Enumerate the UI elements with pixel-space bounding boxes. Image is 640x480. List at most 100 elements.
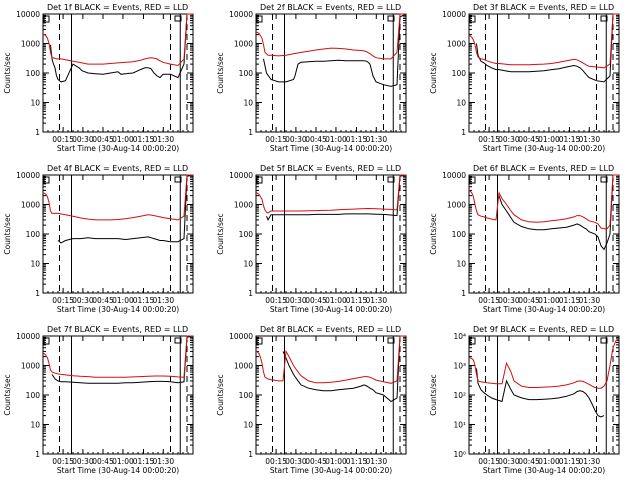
x-axis-label: Start Time (30-Aug-14 00:00:20)	[483, 466, 605, 475]
y-tick-label: 10	[243, 421, 253, 430]
y-tick-label: 1	[35, 450, 40, 459]
y-tick-label: 100	[239, 69, 254, 78]
x-tick-label: 01:30	[152, 135, 174, 144]
x-tick-label: 00:15	[52, 296, 74, 305]
x-tick-label: 00:15	[478, 296, 500, 305]
x-tick-label: 01:30	[365, 296, 387, 305]
y-tick-label: 10000	[229, 171, 253, 180]
y-tick-label: 1000	[21, 362, 40, 371]
x-tick-label: 00:45	[518, 135, 540, 144]
corner-marker	[387, 337, 395, 344]
lld-series-line	[255, 335, 406, 384]
events-series-line	[50, 13, 190, 83]
y-tick-label: 1	[248, 450, 253, 459]
y-tick-label: 10000	[16, 10, 40, 19]
y-tick-label: 1	[461, 289, 466, 298]
events-series-line	[266, 174, 407, 222]
x-tick-label: 00:45	[92, 457, 114, 466]
lld-series-line	[42, 174, 193, 221]
chart-title: Det 1f BLACK = Events, RED = LLD	[47, 3, 188, 12]
events-series-line	[282, 335, 406, 403]
y-tick-label: 1000	[234, 40, 253, 49]
y-tick-label: 1000	[234, 201, 253, 210]
x-tick-label: 01:00	[325, 457, 347, 466]
y-tick-label: 100	[26, 230, 41, 239]
events-series-line	[498, 174, 619, 251]
x-tick-label: 01:00	[112, 135, 134, 144]
x-tick-label: 01:15	[346, 457, 368, 466]
x-tick-label: 01:30	[365, 457, 387, 466]
x-tick-label: 00:15	[265, 457, 287, 466]
y-tick-label: 10	[456, 99, 466, 108]
corner-marker	[387, 176, 395, 183]
y-tick-label: 10000	[229, 10, 253, 19]
x-tick-label: 01:00	[538, 457, 560, 466]
x-tick-label: 01:00	[325, 296, 347, 305]
lld-series-line	[42, 335, 193, 378]
events-series-line	[263, 13, 407, 87]
x-tick-label: 01:30	[365, 135, 387, 144]
y-tick-label: 10	[30, 99, 40, 108]
y-tick-label: 10	[30, 421, 40, 430]
y-axis-label: Counts/sec	[3, 374, 12, 415]
x-axis-label: Start Time (30-Aug-14 00:00:20)	[57, 144, 179, 153]
chart-panel-2: Det 2f BLACK = Events, RED = LLD 1 10 100 10…	[216, 3, 407, 153]
y-tick-label: 10000	[16, 332, 40, 341]
x-axis-label: Start Time (30-Aug-14 00:00:20)	[483, 144, 605, 153]
y-tick-label: 1000	[447, 40, 466, 49]
x-axis-label: Start Time (30-Aug-14 00:00:20)	[57, 305, 179, 314]
lld-series-line	[255, 13, 406, 60]
y-axis-label: Counts/sec	[3, 52, 12, 93]
corner-marker	[600, 337, 608, 344]
x-tick-label: 00:45	[92, 296, 114, 305]
x-tick-label: 01:15	[133, 135, 155, 144]
chart-title: Det 9f BLACK = Events, RED = LLD	[473, 325, 614, 334]
y-axis-label: Counts/sec	[216, 52, 225, 93]
y-tick-label: 10000	[442, 10, 466, 19]
x-axis-label: Start Time (30-Aug-14 00:00:20)	[483, 305, 605, 314]
chart-title: Det 4f BLACK = Events, RED = LLD	[47, 164, 188, 173]
y-tick-label: 10²	[453, 391, 466, 400]
chart-title: Det 8f BLACK = Events, RED = LLD	[260, 325, 401, 334]
x-axis-label: Start Time (30-Aug-14 00:00:20)	[57, 466, 179, 475]
corner-marker	[600, 15, 608, 22]
y-tick-label: 10	[30, 260, 40, 269]
x-tick-label: 01:30	[152, 457, 174, 466]
x-tick-label: 00:45	[305, 135, 327, 144]
chart-panel-4: Det 4f BLACK = Events, RED = LLD 1 10 100 10…	[3, 164, 194, 314]
y-tick-label: 100	[239, 230, 254, 239]
x-tick-label: 00:30	[498, 135, 520, 144]
y-tick-label: 1	[248, 128, 253, 137]
x-tick-label: 01:15	[346, 135, 368, 144]
x-tick-label: 00:30	[285, 457, 307, 466]
chart-panel-1: Det 1f BLACK = Events, RED = LLD 1 10 100 10…	[3, 3, 194, 153]
x-tick-label: 00:15	[52, 135, 74, 144]
y-tick-label: 1	[461, 128, 466, 137]
x-tick-label: 00:45	[305, 457, 327, 466]
lld-series-line	[469, 339, 620, 389]
x-tick-label: 00:15	[478, 457, 500, 466]
chart-panel-3: Det 3f BLACK = Events, RED = LLD 1 10 100 10…	[429, 3, 620, 153]
x-tick-label: 01:15	[346, 296, 368, 305]
x-tick-label: 01:30	[578, 457, 600, 466]
chart-title: Det 5f BLACK = Events, RED = LLD	[260, 164, 401, 173]
x-tick-label: 01:15	[133, 457, 155, 466]
corner-marker	[387, 15, 395, 22]
chart-title: Det 6f BLACK = Events, RED = LLD	[473, 164, 614, 173]
x-tick-label: 00:30	[498, 457, 520, 466]
x-tick-label: 01:30	[578, 296, 600, 305]
y-tick-label: 1	[35, 128, 40, 137]
x-tick-label: 00:30	[498, 296, 520, 305]
x-tick-label: 01:15	[559, 296, 581, 305]
x-axis-label: Start Time (30-Aug-14 00:00:20)	[270, 466, 392, 475]
y-tick-label: 10⁴	[453, 332, 466, 341]
corner-marker	[174, 15, 182, 22]
lld-series-line	[255, 174, 406, 214]
x-tick-label: 00:45	[518, 457, 540, 466]
chart-panel-5: Det 5f BLACK = Events, RED = LLD 1 10 100 10…	[216, 164, 407, 314]
y-axis-label: Counts/sec	[216, 213, 225, 254]
x-tick-label: 01:00	[538, 296, 560, 305]
events-series-line	[57, 174, 194, 244]
y-axis-label: Counts/sec	[429, 52, 438, 93]
x-axis-label: Start Time (30-Aug-14 00:00:20)	[270, 305, 392, 314]
